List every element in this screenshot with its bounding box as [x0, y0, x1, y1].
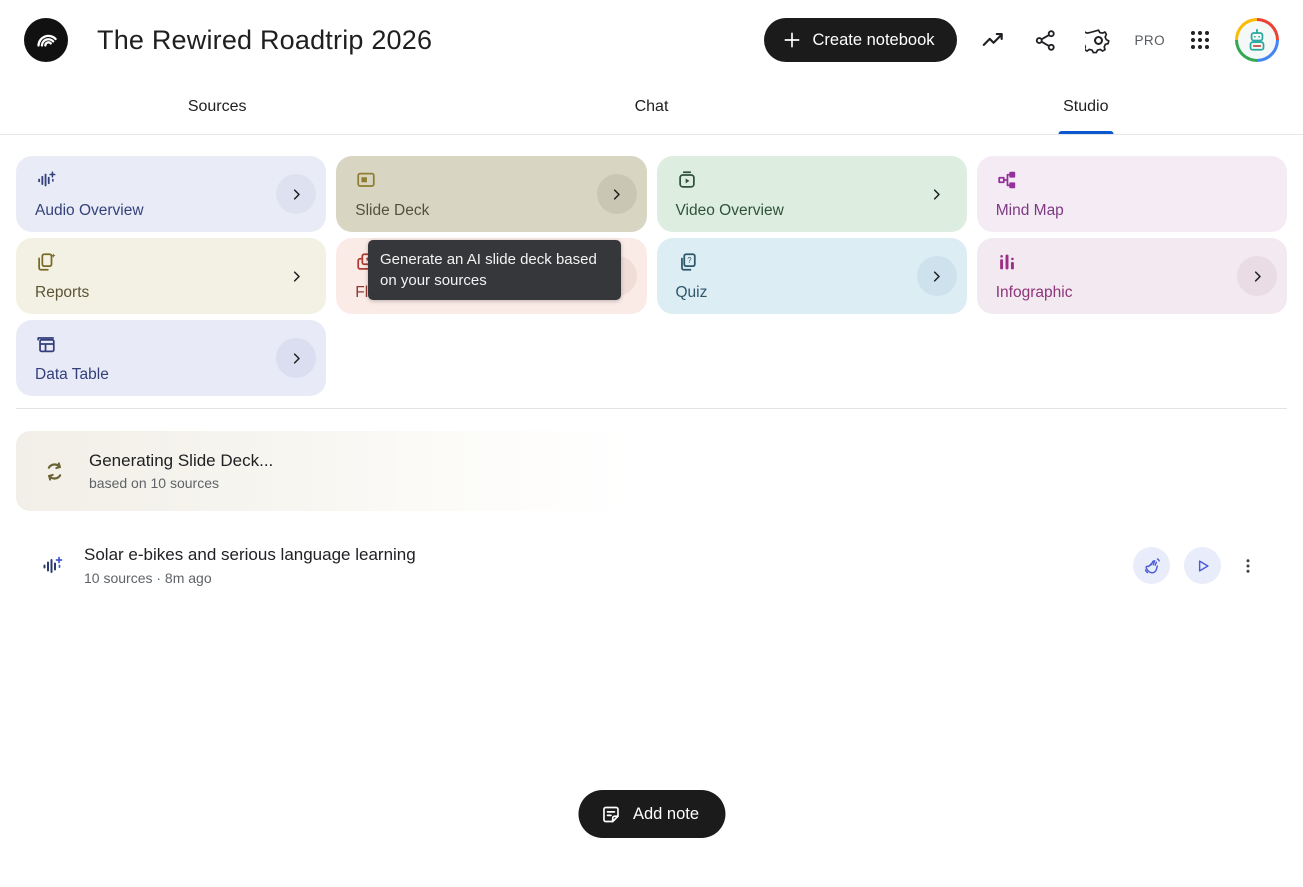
- create-notebook-button[interactable]: Create notebook: [763, 18, 957, 62]
- interactive-mode-waving-hand-icon[interactable]: [1133, 547, 1170, 584]
- kebab-menu-icon[interactable]: [1235, 551, 1261, 581]
- notebooklm-logo-icon[interactable]: [24, 18, 68, 62]
- tool-label: Infographic: [995, 284, 1073, 301]
- tool-card-video-overview[interactable]: Video Overview: [656, 156, 967, 232]
- tab-sources[interactable]: Sources: [0, 80, 434, 134]
- tool-label: Slide Deck: [355, 202, 430, 219]
- tab-studio[interactable]: Studio: [869, 80, 1303, 134]
- tool-label: Quiz: [675, 284, 708, 301]
- chevron-right-icon[interactable]: [596, 174, 637, 214]
- tool-card-reports[interactable]: Reports: [16, 238, 327, 314]
- video-play-icon: [676, 169, 698, 191]
- tool-card-slide-deck[interactable]: Slide Deck: [336, 156, 647, 232]
- studio-divider: [16, 408, 1287, 409]
- tool-card-audio-overview[interactable]: Audio Overview: [16, 156, 327, 232]
- report-pages-icon: [35, 251, 57, 273]
- slide-frame-icon: [355, 169, 377, 191]
- audio-item-title: Solar e-bikes and serious language learn…: [84, 545, 416, 564]
- add-note-label: Add note: [632, 804, 700, 823]
- tool-card-infographic[interactable]: Infographic: [976, 238, 1287, 314]
- tool-label: Mind Map: [995, 202, 1064, 219]
- active-tab-underline: [1058, 131, 1114, 134]
- audio-waveform-sparkle-icon: [35, 169, 57, 191]
- analytics-trending-up-icon[interactable]: [976, 23, 1010, 57]
- create-notebook-label: Create notebook: [812, 30, 935, 49]
- chevron-right-icon[interactable]: [1237, 256, 1277, 296]
- chevron-right-icon[interactable]: [276, 338, 317, 378]
- generating-subtitle: based on 10 sources: [89, 475, 219, 491]
- chevron-right-icon[interactable]: [276, 174, 317, 214]
- header-actions: Create notebook PRO: [763, 18, 1279, 62]
- header: The Rewired Roadtrip 2026 Create noteboo…: [0, 0, 1303, 80]
- chevron-right-icon[interactable]: [916, 256, 957, 296]
- chevron-right-icon[interactable]: [276, 256, 316, 296]
- sync-spinner-icon: [42, 459, 67, 484]
- tool-card-quiz[interactable]: ? Quiz: [656, 238, 967, 314]
- note-icon: [600, 804, 621, 825]
- quiz-cards-icon: ?: [676, 251, 698, 273]
- audio-item-actions: [1133, 547, 1287, 584]
- settings-gear-icon[interactable]: [1081, 23, 1116, 58]
- audio-item-meta: 10 sources · 8m ago: [84, 570, 212, 586]
- chevron-right-icon[interactable]: [917, 174, 957, 214]
- tab-chat[interactable]: Chat: [434, 80, 868, 134]
- generating-slide-deck-card: Generating Slide Deck... based on 10 sou…: [16, 431, 630, 511]
- robot-avatar: [1238, 21, 1276, 59]
- audio-waveform-sparkle-icon: [40, 554, 64, 578]
- tool-label: Data Table: [35, 366, 109, 383]
- generating-title: Generating Slide Deck...: [89, 451, 274, 470]
- data-table-icon: [35, 333, 57, 355]
- tool-label: Audio Overview: [35, 202, 144, 219]
- share-icon[interactable]: [1029, 24, 1062, 57]
- pro-badge: PRO: [1134, 32, 1165, 48]
- apps-grid-icon[interactable]: [1184, 24, 1216, 56]
- tool-label: Reports: [35, 284, 90, 301]
- tool-card-data-table[interactable]: Data Table: [16, 320, 327, 396]
- studio-tool-grid: Audio Overview Slide Deck: [16, 156, 1287, 396]
- add-note-button[interactable]: Add note: [577, 790, 726, 838]
- slide-deck-tooltip: Generate an AI slide deck based on your …: [368, 240, 621, 300]
- svg-text:?: ?: [687, 256, 692, 265]
- play-icon[interactable]: [1184, 547, 1221, 584]
- plus-icon: [782, 30, 802, 50]
- bar-chart-icon: [996, 251, 1018, 273]
- panel-tabs: Sources Chat Studio: [0, 80, 1303, 135]
- node-graph-icon: [996, 169, 1018, 191]
- page-title: The Rewired Roadtrip 2026: [97, 24, 433, 55]
- tool-card-mind-map[interactable]: Mind Map: [976, 156, 1287, 232]
- audio-overview-item[interactable]: Solar e-bikes and serious language learn…: [16, 545, 1287, 586]
- account-avatar[interactable]: [1235, 18, 1279, 62]
- tool-label: Video Overview: [675, 202, 784, 219]
